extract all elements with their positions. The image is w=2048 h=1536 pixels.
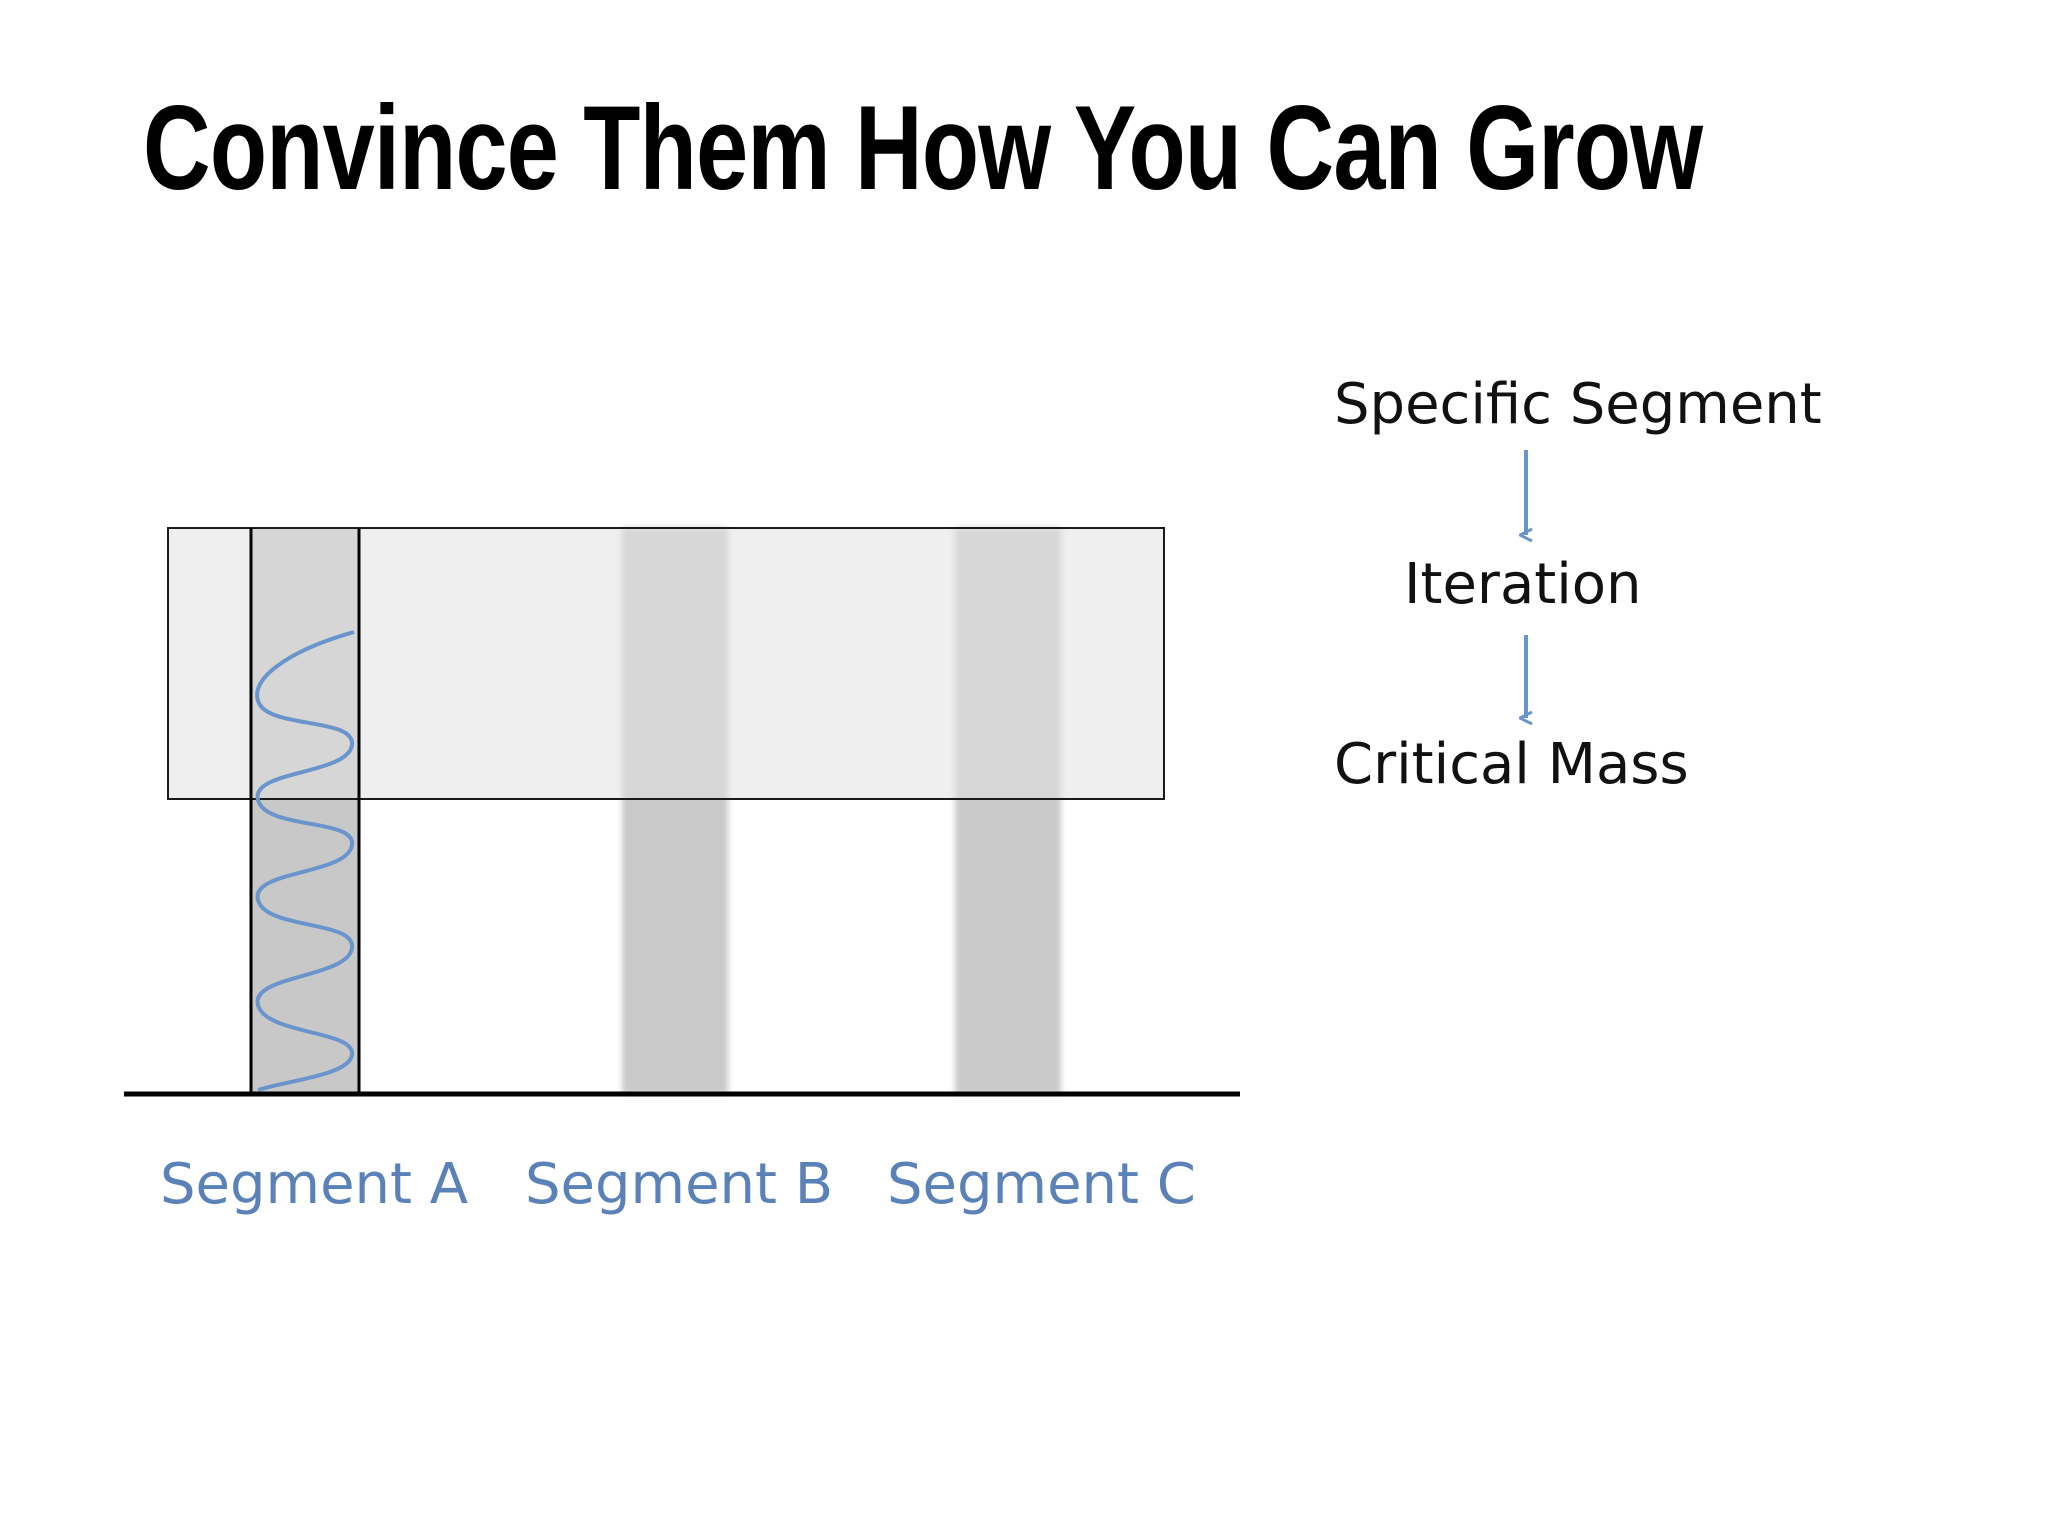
flow-specific-segment: Specific Segment	[1334, 372, 1822, 437]
iteration-wave	[255, 630, 355, 1092]
flow-iteration: Iteration	[1404, 552, 1642, 617]
segment-b-label: Segment B	[525, 1152, 834, 1217]
slide-title: Convince Them How You Can Grow	[143, 81, 1703, 215]
segment-a-label: Segment A	[160, 1152, 469, 1217]
segment-c-label: Segment C	[887, 1152, 1196, 1217]
critical-mass-band	[167, 527, 1165, 800]
flow-critical-mass: Critical Mass	[1334, 732, 1689, 797]
